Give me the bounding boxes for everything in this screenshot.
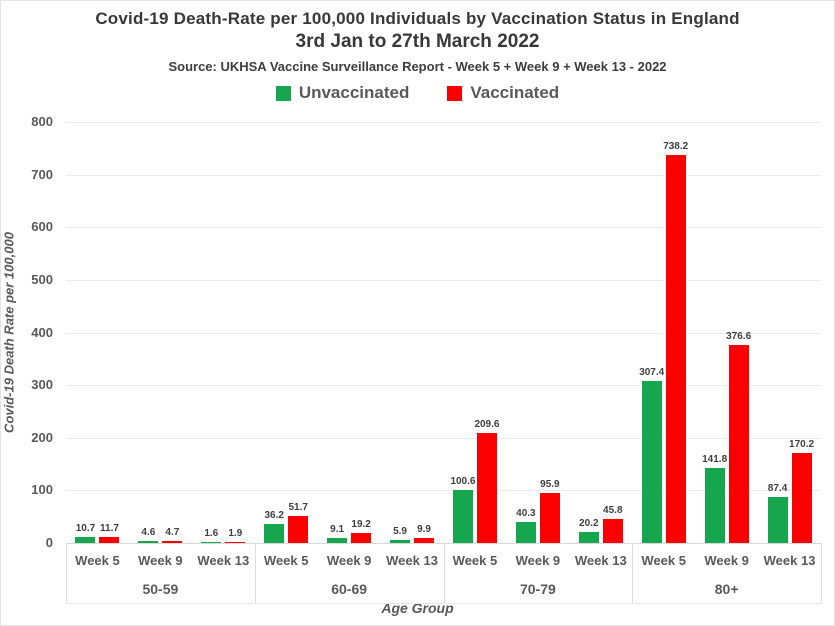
gridline <box>66 385 821 387</box>
bar-value-label: 141.8 <box>702 454 728 465</box>
week-tick-label: Week 13 <box>197 553 250 568</box>
y-tick-label: 500 <box>31 271 53 287</box>
unvaccinated-bar <box>264 524 285 543</box>
vaccinated-bar <box>602 519 623 543</box>
vaccinated-bar <box>225 542 246 543</box>
group-separator <box>254 543 256 603</box>
vaccinated-bar <box>476 433 497 543</box>
y-tick-label: 400 <box>31 324 53 340</box>
week-tick-label: Week 13 <box>386 553 438 568</box>
group-separator <box>821 543 822 603</box>
bar-value-label: 1.9 <box>228 528 243 539</box>
legend-swatch-icon <box>447 85 463 101</box>
chart-subtitle: 3rd Jan to 27th March 2022 <box>295 31 540 52</box>
gridline <box>66 279 821 281</box>
vaccinated-bar <box>414 538 435 543</box>
unvaccinated-bar <box>578 532 599 543</box>
legend-item: Vaccinated <box>447 83 559 103</box>
week-tick-label: Week 5 <box>75 553 120 568</box>
unvaccinated-bar <box>390 540 411 543</box>
bar-value-label: 376.6 <box>726 331 752 342</box>
bar-value-label: 87.4 <box>767 483 788 494</box>
vaccinated-bar <box>351 533 372 543</box>
gridline <box>66 437 821 439</box>
bar-value-label: 1.6 <box>204 528 219 539</box>
bar-value-label: 307.4 <box>639 367 665 378</box>
gridline <box>66 490 821 492</box>
y-tick-label: 700 <box>31 166 53 182</box>
unvaccinated-bar <box>452 490 473 543</box>
gridline <box>66 174 821 176</box>
week-tick-label: Week 9 <box>515 553 561 568</box>
bar-value-label: 11.7 <box>99 523 119 534</box>
bar-value-label: 4.6 <box>141 527 156 538</box>
unvaccinated-bar <box>327 538 348 543</box>
y-tick-label: 600 <box>31 219 53 235</box>
age-group-label: 60-69 <box>331 581 368 597</box>
bar-value-label: 9.9 <box>417 524 431 535</box>
gridline <box>66 122 821 123</box>
week-tick-label: Week 5 <box>641 553 686 568</box>
group-separator <box>66 543 67 603</box>
gridline <box>66 227 821 229</box>
legend: Unvaccinated Vaccinated <box>1 83 834 103</box>
x-band-bottom-line <box>66 603 821 604</box>
unvaccinated-bar <box>704 468 725 543</box>
week-tick-label: Week 9 <box>326 553 372 568</box>
legend-item: Unvaccinated <box>275 83 410 103</box>
age-group-label: 50-59 <box>142 581 179 597</box>
y-tick-label: 300 <box>31 377 53 393</box>
age-group-label: 70-79 <box>519 581 556 597</box>
bar-value-label: 40.3 <box>516 508 536 519</box>
bar-value-label: 170.2 <box>789 439 815 450</box>
x-axis-title: Age Group <box>381 600 454 616</box>
vaccinated-bar <box>791 453 812 543</box>
vaccinated-bar <box>728 345 749 543</box>
unvaccinated-bar <box>641 381 662 543</box>
chart-title: Covid-19 Death-Rate per 100,000 Individu… <box>95 9 740 28</box>
legend-swatch-icon <box>275 85 291 101</box>
legend-label: Vaccinated <box>470 83 560 102</box>
group-separator <box>443 543 445 603</box>
y-tick-label: 200 <box>31 429 53 445</box>
week-tick-label: Week 5 <box>263 553 309 568</box>
y-tick-label: 800 <box>31 114 53 129</box>
vaccinated-bar <box>162 541 183 543</box>
week-tick-label: Week 9 <box>138 553 183 568</box>
age-group-label: 80+ <box>714 581 739 597</box>
bar-value-label: 95.9 <box>540 479 560 490</box>
bar-value-label: 5.9 <box>393 526 407 537</box>
bar-value-label: 209.6 <box>474 419 500 430</box>
bar-value-label: 738.2 <box>663 141 689 152</box>
unvaccinated-bar <box>201 542 222 543</box>
week-tick-label: Week 13 <box>574 553 627 568</box>
vaccinated-bar <box>539 493 560 543</box>
unvaccinated-bar <box>515 522 536 543</box>
legend-label: Unvaccinated <box>298 83 410 102</box>
gridline <box>66 332 821 334</box>
week-tick-label: Week 9 <box>704 553 749 568</box>
vaccinated-bar <box>288 516 309 543</box>
vaccinated-bar <box>665 155 686 543</box>
bar-value-label: 100.6 <box>450 476 476 487</box>
week-tick-label: Week 13 <box>763 553 816 568</box>
unvaccinated-bar <box>138 541 159 543</box>
bar-value-label: 45.8 <box>603 505 623 516</box>
vaccinated-bar <box>99 537 120 543</box>
bar-value-label: 36.2 <box>264 510 284 521</box>
unvaccinated-bar <box>767 497 788 543</box>
bar-value-label: 9.1 <box>330 524 345 535</box>
unvaccinated-bar <box>75 537 96 543</box>
y-tick-label: 0 <box>45 535 53 550</box>
bar-value-label: 51.7 <box>288 502 308 513</box>
bar-value-label: 10.7 <box>75 523 96 534</box>
week-tick-label: Week 5 <box>452 553 498 568</box>
bar-value-label: 20.2 <box>579 518 599 529</box>
bar-value-label: 19.2 <box>351 519 371 530</box>
chart-source: Source: UKHSA Vaccine Surveillance Repor… <box>168 59 667 74</box>
group-separator <box>632 543 634 603</box>
bar-value-label: 4.7 <box>165 527 180 538</box>
y-tick-label: 100 <box>31 482 53 498</box>
